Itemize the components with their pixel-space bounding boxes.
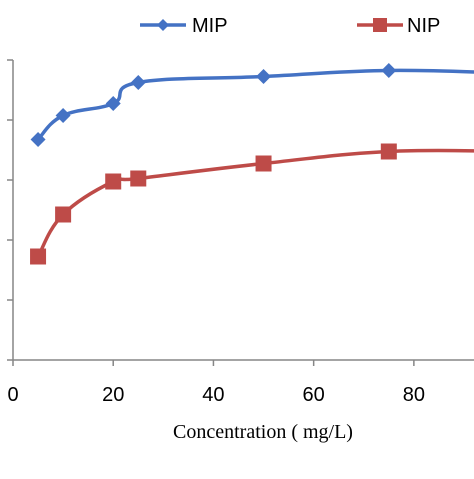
legend-marker-nip: [373, 18, 387, 32]
legend-marker-mip: [157, 19, 169, 31]
y-axis-ticks: [7, 59, 13, 361]
x-tick-label-80: 80: [403, 384, 425, 406]
legend-item-nip: NIP: [357, 15, 440, 37]
data-point-mip-5: [30, 132, 46, 147]
legend: MIP NIP: [140, 15, 440, 37]
x-axis-title: Concentration ( mg/L): [173, 421, 353, 443]
data-point-nip-50: [255, 155, 272, 172]
x-tick-label-0: 0: [7, 384, 18, 406]
data-point-mip-10: [55, 108, 71, 123]
data-point-mip-75: [381, 63, 397, 78]
data-point-mip-25: [130, 75, 146, 90]
x-axis-tick-labels: 0 20 40 60 80: [7, 384, 425, 406]
x-axis-ticks: [12, 360, 415, 366]
data-point-mip-20: [105, 96, 121, 111]
x-tick-label-20: 20: [102, 384, 124, 406]
data-point-nip-5: [30, 248, 47, 265]
data-point-nip-25: [130, 170, 147, 187]
series-layer: [30, 63, 474, 265]
x-tick-label-40: 40: [202, 384, 224, 406]
data-point-nip-75: [380, 143, 397, 160]
data-point-mip-50: [256, 69, 272, 84]
legend-label-mip: MIP: [192, 15, 228, 37]
legend-item-mip: MIP: [140, 15, 228, 37]
x-tick-label-60: 60: [303, 384, 325, 406]
data-point-nip-10: [55, 206, 72, 223]
data-point-nip-20: [105, 173, 122, 190]
legend-label-nip: NIP: [407, 15, 440, 37]
series-line-mip: [36, 68, 474, 142]
